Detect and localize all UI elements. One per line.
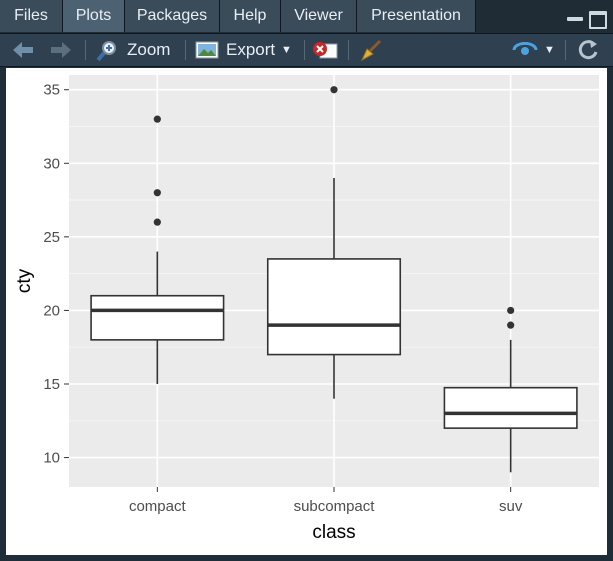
publish-button[interactable]: ▼ [512,34,556,66]
tab-files[interactable]: Files [0,0,63,32]
chevron-down-icon: ▼ [544,44,555,56]
box-iqr [443,386,578,429]
outlier-point [330,86,338,94]
outlier-point [507,306,515,315]
back-arrow-icon[interactable] [12,41,34,59]
export-icon [195,41,219,59]
plot-area: 10 15 20 25 30 35 compact subcompact suv class cty [6,68,607,555]
x-tick-label: suv [499,498,523,515]
tab-packages[interactable]: Packages [125,0,220,32]
y-tick-label: 35 [43,82,60,99]
tab-bar: Files Plots Packages Help Viewer Present… [0,0,613,34]
toolbar-separator [565,40,566,60]
outlier-point [153,189,161,197]
y-tick-label: 10 [43,450,60,467]
outlier-point [153,115,161,123]
y-tick-label: 30 [43,155,60,172]
window-controls [557,11,607,29]
plots-toolbar: Zoom Export ▼ ▼ [0,34,613,67]
minimize-icon[interactable] [567,17,583,21]
box-iqr [266,258,402,356]
y-tick-label: 25 [43,229,60,246]
chevron-down-icon: ▼ [281,44,292,56]
tab-presentation[interactable]: Presentation [357,0,476,32]
forward-arrow-icon[interactable] [50,41,72,59]
toolbar-separator [185,40,186,60]
zoom-button[interactable]: Zoom [96,34,178,66]
outlier-point [507,321,515,329]
toolbar-separator [348,40,349,60]
refresh-icon[interactable] [577,39,599,61]
toolbar-separator [85,40,86,60]
x-tick-label: subcompact [294,498,376,515]
y-tick-label: 20 [43,302,60,319]
x-tick-label: compact [129,498,187,515]
export-button[interactable]: Export ▼ [195,34,299,66]
tab-plots[interactable]: Plots [63,0,125,32]
zoom-label: Zoom [127,40,171,59]
export-label: Export [226,40,276,59]
publish-icon [512,42,538,55]
tab-help[interactable]: Help [220,0,281,32]
remove-plot-icon[interactable] [312,40,338,60]
tab-viewer[interactable]: Viewer [281,0,357,32]
maximize-icon[interactable] [589,11,607,29]
y-axis-title: cty [14,268,35,293]
zoom-icon [96,41,116,62]
x-axis-title: class [312,522,355,543]
clear-broom-icon[interactable] [358,39,384,61]
outlier-point [153,218,161,226]
y-tick-label: 15 [43,376,60,393]
boxplot-chart: 10 15 20 25 30 35 compact subcompact suv class cty [14,75,599,543]
box-iqr [90,294,225,341]
toolbar-separator [304,40,305,60]
